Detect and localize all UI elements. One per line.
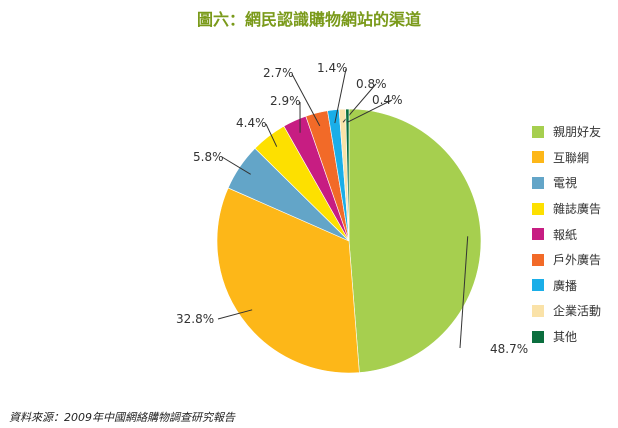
legend-label: 報紙 — [553, 227, 578, 242]
legend-swatch — [532, 228, 544, 241]
data-label-5: 2.9% — [270, 94, 301, 108]
leader-line-9 — [347, 99, 393, 123]
data-label-1: 48.7% — [490, 342, 528, 356]
legend-swatch — [532, 151, 544, 164]
legend-swatch — [532, 330, 544, 343]
data-label-4: 4.4% — [236, 116, 267, 130]
legend-label: 電視 — [553, 176, 578, 191]
legend-swatch — [532, 279, 544, 292]
legend-label: 企業活動 — [553, 304, 602, 319]
leader-line-7 — [334, 68, 347, 124]
legend-item: 報紙 — [532, 221, 601, 247]
legend-item: 戶外廣告 — [532, 247, 601, 273]
data-label-9: 0.4% — [372, 93, 403, 107]
pie-slice-9 — [345, 108, 350, 242]
legend-item: 企業活動 — [532, 298, 601, 324]
leader-line-6 — [291, 73, 321, 127]
legend-item: 廣播 — [532, 273, 601, 299]
legend-swatch — [532, 202, 544, 215]
data-label-3: 5.8% — [193, 150, 224, 164]
leader-line-2 — [217, 309, 253, 320]
data-label-7: 1.4% — [317, 61, 348, 75]
legend-label: 廣播 — [553, 278, 578, 293]
legend-item: 互聯網 — [532, 145, 601, 171]
legend-label: 親朋好友 — [553, 125, 602, 140]
legend-item: 親朋好友 — [532, 119, 601, 145]
legend-swatch — [532, 253, 544, 266]
legend-item: 雜誌廣告 — [532, 196, 601, 222]
leader-line-3 — [221, 156, 251, 175]
legend-label: 雜誌廣告 — [553, 202, 602, 217]
legend-swatch — [532, 176, 544, 189]
chart-title: 圖六：網民認識購物網站的渠道 — [196, 10, 421, 29]
pie-slice-2 — [216, 187, 360, 374]
chart-legend: 親朋好友互聯網電視雜誌廣告報紙戶外廣告廣播企業活動其他 — [532, 119, 601, 349]
source-note: 資料來源：2009年中國網絡購物調查研究報告 — [9, 411, 235, 424]
legend-label: 戶外廣告 — [553, 253, 602, 268]
pie-slice-1 — [348, 108, 482, 373]
legend-label: 互聯網 — [553, 150, 590, 165]
leader-line-1 — [459, 236, 469, 349]
leader-line-4 — [265, 123, 278, 147]
legend-swatch — [532, 125, 544, 138]
legend-label: 其他 — [553, 330, 578, 345]
data-label-8: 0.8% — [356, 77, 387, 91]
data-label-2: 32.8% — [176, 312, 214, 326]
legend-item: 其他 — [532, 324, 601, 350]
data-label-6: 2.7% — [263, 66, 294, 80]
legend-swatch — [532, 304, 544, 317]
legend-item: 電視 — [532, 170, 601, 196]
